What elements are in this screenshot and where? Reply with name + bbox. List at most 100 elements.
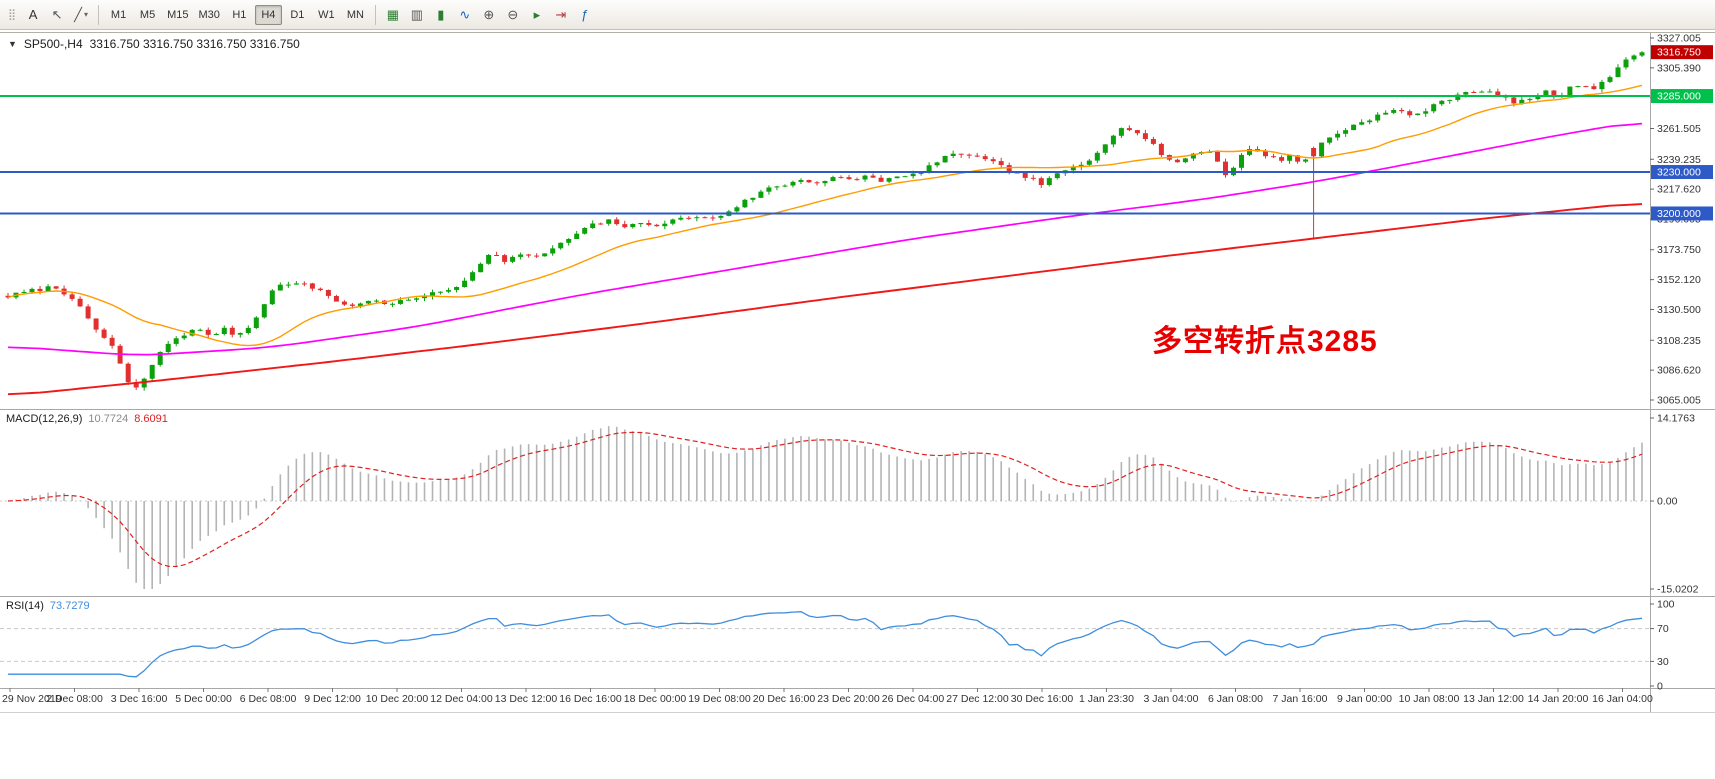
chart-annotation-text: 多空转折点3285: [1152, 325, 1378, 358]
svg-text:9 Jan 00:00: 9 Jan 00:00: [1337, 693, 1392, 705]
chart-title: ▼ SP500-,H4 3316.750 3316.750 3316.750 3…: [8, 37, 300, 51]
current-price-label: [1651, 45, 1713, 60]
timeframe-button-m5-glyph: M5: [139, 8, 156, 21]
chart-candles-icon[interactable]: ▮: [430, 4, 452, 26]
svg-text:0: 0: [1657, 681, 1663, 693]
chart-dropdown-icon[interactable]: ▼: [8, 39, 17, 49]
macd-signal-value: 8.6091: [134, 413, 168, 425]
zoom-out-icon-glyph: ⊖: [507, 6, 519, 22]
timeframe-button-m1[interactable]: M1: [105, 5, 132, 25]
timeframe-button-m30-glyph: M30: [198, 8, 220, 21]
svg-text:18 Dec 00:00: 18 Dec 00:00: [624, 693, 687, 705]
level-price-label: [1651, 89, 1713, 104]
svg-text:13 Jan 12:00: 13 Jan 12:00: [1463, 693, 1524, 705]
macd-plot[interactable]: [0, 410, 1650, 595]
svg-text:3065.005: 3065.005: [1657, 395, 1701, 407]
svg-text:3152.120: 3152.120: [1657, 274, 1701, 286]
svg-text:3130.500: 3130.500: [1657, 304, 1701, 316]
chart-line-icon[interactable]: ∿: [454, 4, 476, 26]
rsi-axis[interactable]: 100 70 30 0: [1650, 599, 1675, 693]
text-tool-glyph: A: [28, 7, 38, 22]
zoom-in-icon[interactable]: ⊕: [478, 4, 500, 26]
text-tool[interactable]: A: [22, 4, 44, 26]
svg-text:23 Dec 20:00: 23 Dec 20:00: [817, 693, 880, 705]
svg-text:3261.505: 3261.505: [1657, 123, 1701, 135]
candles-layer: [5, 51, 1645, 391]
svg-text:7 Jan 16:00: 7 Jan 16:00: [1273, 693, 1328, 705]
chart-ohlc-values: 3316.750 3316.750 3316.750 3316.750: [89, 37, 300, 51]
cursor-tool[interactable]: ↖: [46, 4, 68, 26]
trendline-tool-glyph: ╱: [74, 6, 82, 22]
timeframe-button-m15-glyph: M15: [167, 8, 189, 21]
price-scale-drag-area[interactable]: [1650, 33, 1715, 712]
timeframe-button-m5[interactable]: M5: [134, 5, 161, 25]
svg-text:100: 100: [1657, 599, 1675, 611]
svg-text:20 Dec 16:00: 20 Dec 16:00: [753, 693, 816, 705]
new-order-icon[interactable]: ▦: [382, 4, 404, 26]
toolbar-group-tools: ⣿ A ↖ ╱ ▾: [4, 4, 92, 26]
macd-name: MACD(12,26,9): [6, 413, 83, 425]
timeframe-button-h1[interactable]: H1: [226, 5, 253, 25]
timeframe-button-h4[interactable]: H4: [254, 4, 282, 25]
cursor-tool-glyph: ↖: [51, 6, 63, 22]
timeframe-button-h4-glyph: H4: [261, 8, 276, 21]
svg-text:3327.005: 3327.005: [1657, 33, 1701, 45]
auto-scroll-icon[interactable]: ▸: [526, 4, 548, 26]
timeframe-button-h1-glyph: H1: [232, 8, 247, 21]
timeframe-button-m30[interactable]: M30: [194, 5, 223, 25]
rsi-value: 73.7279: [49, 600, 90, 612]
chart-bars-icon-glyph: ▥: [410, 6, 424, 22]
svg-text:6 Dec 08:00: 6 Dec 08:00: [240, 693, 297, 705]
panel-separators: [0, 32, 1715, 713]
timeframe-button-m15[interactable]: M15: [163, 5, 192, 25]
indicators-icon[interactable]: ƒ: [574, 4, 596, 26]
chart-shift-icon-glyph: ⇥: [555, 6, 567, 22]
svg-text:3305.390: 3305.390: [1657, 62, 1701, 74]
chevron-down-icon: ▾: [83, 10, 88, 19]
svg-text:16 Dec 16:00: 16 Dec 16:00: [559, 693, 622, 705]
rsi-line: [8, 611, 1643, 678]
rsi-plot[interactable]: [0, 597, 1650, 688]
svg-text:27 Dec 12:00: 27 Dec 12:00: [946, 693, 1009, 705]
macd-layer: [0, 426, 1650, 589]
svg-text:3173.750: 3173.750: [1657, 244, 1701, 256]
horizontal-levels-layer: [0, 95, 1650, 215]
svg-text:10 Jan 08:00: 10 Jan 08:00: [1399, 693, 1460, 705]
toolbar-separator: [98, 4, 100, 25]
main-chart-plot[interactable]: [0, 33, 1650, 408]
svg-text:19 Dec 08:00: 19 Dec 08:00: [688, 693, 751, 705]
level-price-label: [1651, 206, 1713, 221]
indicators-icon-glyph: ƒ: [581, 7, 589, 22]
trendline-tool[interactable]: ╱ ▾: [70, 4, 92, 26]
rsi-layer: [0, 611, 1650, 678]
svg-text:30: 30: [1657, 656, 1669, 668]
macd-indicator-label: MACD(12,26,9) 10.7724 8.6091: [6, 413, 168, 425]
chart-line-icon-glyph: ∿: [459, 6, 471, 22]
ma-slow-red: [7, 203, 1643, 396]
toolbar: ⣿ A ↖ ╱ ▾ M1 M5 M15 M30 H1 H4 D1 W1 MN ▦ ▥ ▮ ∿ ⊕ ⊖ ▸ ⇥ ƒ: [0, 0, 1715, 30]
svg-text:14 Jan 20:00: 14 Jan 20:00: [1528, 693, 1589, 705]
svg-text:3 Dec 16:00: 3 Dec 16:00: [111, 693, 168, 705]
svg-text:30 Dec 16:00: 30 Dec 16:00: [1011, 693, 1074, 705]
price-axis[interactable]: 3327.0053305.3903283.7753261.5053239.235…: [1650, 33, 1713, 407]
timeframe-button-w1[interactable]: W1: [313, 5, 340, 25]
timeframe-button-d1[interactable]: D1: [284, 5, 311, 25]
toolbar-handle-glyph: ⣿: [8, 9, 17, 21]
new-order-icon-glyph: ▦: [386, 6, 400, 22]
svg-text:2 Dec 08:00: 2 Dec 08:00: [46, 693, 103, 705]
chart-bars-icon[interactable]: ▥: [406, 4, 428, 26]
svg-text:13 Dec 12:00: 13 Dec 12:00: [495, 693, 558, 705]
timeframe-button-mn[interactable]: MN: [342, 5, 369, 25]
svg-text:3086.620: 3086.620: [1657, 365, 1701, 377]
macd-axis[interactable]: 14.1763 0.00 -15.0202: [1650, 413, 1699, 596]
svg-text:3316.750: 3316.750: [1657, 47, 1701, 59]
svg-text:70: 70: [1657, 623, 1669, 635]
svg-text:3108.235: 3108.235: [1657, 335, 1701, 347]
toolbar-group-timeframes: M1 M5 M15 M30 H1 H4 D1 W1 MN: [105, 4, 369, 25]
svg-text:3217.620: 3217.620: [1657, 184, 1701, 196]
chart-shift-icon[interactable]: ⇥: [550, 4, 572, 26]
zoom-out-icon[interactable]: ⊖: [502, 4, 524, 26]
